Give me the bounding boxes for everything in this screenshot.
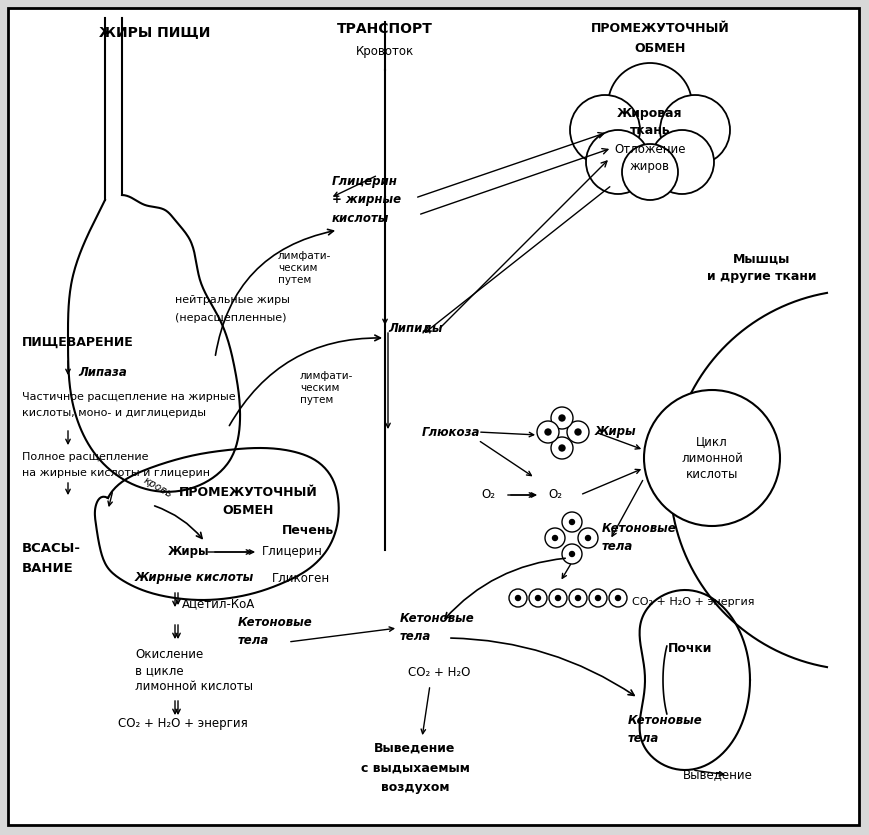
Text: Кетоновые: Кетоновые [602,522,677,534]
Circle shape [578,528,598,548]
Circle shape [615,595,620,600]
Text: Жиры: Жиры [168,545,209,559]
Circle shape [535,595,541,600]
Circle shape [589,589,607,607]
Text: Жировая
ткань: Жировая ткань [617,107,683,137]
Text: ПРОМЕЖУТОЧНЫЙ: ПРОМЕЖУТОЧНЫЙ [591,22,729,35]
Text: с выдыхаемым: с выдыхаемым [361,762,469,775]
Circle shape [567,421,589,443]
Text: ПРОМЕЖУТОЧНЫЙ: ПРОМЕЖУТОЧНЫЙ [179,485,317,498]
Text: CO₂ + H₂O + энергия: CO₂ + H₂O + энергия [118,717,248,731]
Text: кислоты: кислоты [332,211,389,225]
Text: на жирные кислоты и глицерин: на жирные кислоты и глицерин [22,468,210,478]
Circle shape [551,407,573,429]
Circle shape [545,429,551,435]
Text: ТРАНСПОРТ: ТРАНСПОРТ [337,22,433,36]
Text: кислоты: кислоты [686,468,738,480]
Circle shape [559,415,565,421]
Text: тела: тела [400,630,431,642]
Circle shape [555,595,561,600]
Text: тела: тела [238,634,269,646]
Text: Жиры: Жиры [595,426,637,438]
Circle shape [570,95,640,165]
Text: ЖИРЫ ПИЩИ: ЖИРЫ ПИЩИ [99,25,210,39]
Text: ОБМЕН: ОБМЕН [222,504,274,517]
Circle shape [529,589,547,607]
Text: лимонной кислоты: лимонной кислоты [135,680,253,693]
Circle shape [575,429,581,435]
Text: Жирные кислоты: Жирные кислоты [135,571,255,584]
Text: тела: тела [628,731,660,745]
Circle shape [509,589,527,607]
Circle shape [586,535,591,540]
Text: Кетоновые: Кетоновые [238,615,313,629]
Circle shape [660,95,730,165]
Circle shape [545,528,565,548]
Text: кровь: кровь [142,476,174,500]
Circle shape [569,551,574,556]
Circle shape [586,130,650,194]
Text: Глицерин: Глицерин [332,175,398,189]
Text: кислоты, моно- и диглицериды: кислоты, моно- и диглицериды [22,408,206,418]
Text: воздухом: воздухом [381,782,449,794]
Circle shape [562,512,582,532]
Text: ВСАСЫ-: ВСАСЫ- [22,542,81,555]
Text: Цикл: Цикл [696,436,728,448]
Text: Печень: Печень [282,524,334,537]
Text: Кетоновые: Кетоновые [628,713,703,726]
Circle shape [609,589,627,607]
Text: ОБМЕН: ОБМЕН [634,42,686,55]
Text: Кровоток: Кровоток [356,45,415,58]
Text: лимонной: лимонной [681,452,743,464]
Text: Выведение: Выведение [683,768,753,782]
Circle shape [515,595,521,600]
Text: (нерасщепленные): (нерасщепленные) [175,313,287,323]
Text: Окисление: Окисление [135,648,203,661]
Text: Глюкоза: Глюкоза [422,426,481,438]
Circle shape [551,437,573,459]
Text: CO₂ + H₂O: CO₂ + H₂O [408,665,470,679]
Text: Почки: Почки [667,641,713,655]
Circle shape [650,130,714,194]
Text: Ацетил-КоА: Ацетил-КоА [182,598,255,610]
Text: Полное расщепление: Полное расщепление [22,452,149,462]
Circle shape [608,63,692,147]
Text: Липиды: Липиды [388,321,442,335]
Text: Частичное расщепление на жирные: Частичное расщепление на жирные [22,392,235,402]
Text: Кетоновые: Кетоновые [400,611,474,625]
Text: в цикле: в цикле [135,664,183,677]
Circle shape [553,535,558,540]
Circle shape [575,595,580,600]
Text: O₂: O₂ [548,488,562,502]
Text: + жирные: + жирные [332,194,401,206]
Circle shape [644,390,780,526]
Text: Липаза: Липаза [78,366,127,378]
Text: нейтральные жиры: нейтральные жиры [175,295,290,305]
Text: Выведение: Выведение [375,741,455,755]
Circle shape [595,595,600,600]
Circle shape [569,519,574,524]
Text: лимфати-
ческим
путем: лимфати- ческим путем [300,371,354,406]
Text: Отложение
жиров: Отложение жиров [614,143,686,173]
Circle shape [559,445,565,451]
Text: O₂: O₂ [481,488,495,502]
Text: Глицерин: Глицерин [262,545,322,559]
Circle shape [562,544,582,564]
Circle shape [622,144,678,200]
Text: лимфати-
ческим
путем: лимфати- ческим путем [278,250,331,286]
Text: Мышцы
и другие ткани: Мышцы и другие ткани [707,253,817,283]
Circle shape [569,589,587,607]
Text: CO₂ + H₂O + энергия: CO₂ + H₂O + энергия [632,597,754,607]
Circle shape [549,589,567,607]
Text: ПИЩЕВАРЕНИЕ: ПИЩЕВАРЕНИЕ [22,336,134,349]
FancyBboxPatch shape [8,8,859,825]
Text: ВАНИЕ: ВАНИЕ [22,562,74,575]
Circle shape [537,421,559,443]
Text: Гликоген: Гликоген [272,571,330,584]
Text: тела: тела [602,539,634,553]
